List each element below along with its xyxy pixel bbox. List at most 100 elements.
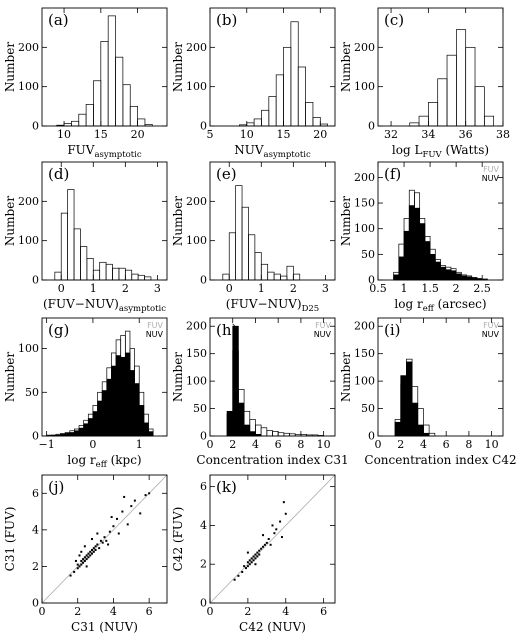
bar-g-nuv-18	[129, 370, 135, 437]
bar-e-open-2	[235, 185, 243, 281]
x-axis-label-e: (FUV−NUV)D25	[226, 297, 319, 314]
x-axis-label-unit-f: (arcsec)	[434, 297, 487, 311]
x-axis-label-main-j: C31 (NUV)	[71, 620, 138, 634]
point-j-30	[112, 525, 115, 528]
bar-c-open-3	[437, 78, 448, 127]
bar-g-nuv-9	[87, 418, 94, 437]
y-tick-label-c-0: 0	[368, 120, 375, 133]
x-axis-label-main-d: (FUV−NUV)	[43, 297, 119, 311]
x-axis-label-sub-d: asymptotic	[119, 304, 166, 314]
point-j-33	[126, 523, 129, 526]
y-axis-label-h: Number	[171, 352, 185, 402]
x-tick-label-f-2: 1.5	[421, 282, 439, 295]
point-k-19	[260, 547, 263, 550]
point-j-36	[139, 512, 142, 515]
bar-c-open-4	[446, 54, 457, 127]
y-tick-label-f-2: 100	[354, 222, 375, 235]
bar-h-fuv-6	[260, 427, 268, 437]
panel-label-f: (f)	[384, 165, 401, 183]
bar-b-open-7	[290, 21, 299, 127]
x-axis-label-main-c: log L	[392, 143, 423, 157]
bar-e-open-11	[292, 273, 301, 281]
bar-f-nuv-12	[455, 273, 462, 281]
point-k-3	[243, 565, 246, 568]
bar-c-open-5	[456, 29, 467, 127]
x-axis-label-j: C31 (NUV)	[71, 620, 138, 634]
y-tick-label-j-1: 2	[32, 560, 39, 573]
y-axis-label-c: Number	[339, 42, 353, 92]
bar-h-fuv-7	[266, 430, 273, 437]
x-tick-label-h-4: 8	[297, 438, 304, 451]
bar-e-open-10	[286, 265, 294, 281]
panel-label-h: (h)	[216, 321, 237, 339]
point-j-20	[92, 550, 95, 553]
legend-h-nuv: NUV	[314, 330, 332, 339]
point-j-28	[105, 539, 108, 542]
x-axis-label-g: log reff (kpc)	[67, 453, 141, 470]
bar-b-open-5	[275, 74, 284, 127]
point-j-1	[73, 570, 76, 573]
point-j-26	[101, 541, 104, 544]
x-tick-label-c-3: 38	[496, 128, 510, 141]
x-tick-label-a-0: 10	[57, 128, 71, 141]
point-j-42	[96, 532, 99, 535]
point-k-17	[258, 549, 261, 552]
point-k-32	[262, 534, 265, 537]
point-j-34	[130, 505, 133, 508]
bar-f-nuv-8	[434, 261, 441, 281]
bar-a-open-6	[100, 41, 109, 127]
bar-e-open-1	[228, 232, 236, 281]
bar-g-nuv-8	[83, 423, 89, 437]
bar-d-open-7	[99, 261, 107, 281]
x-tick-label-d-3: 3	[154, 282, 161, 295]
point-j-47	[83, 545, 86, 548]
x-tick-label-e-0: 0	[226, 282, 233, 295]
bar-b-open-8	[297, 66, 306, 127]
x-tick-label-h-0: 0	[207, 438, 214, 451]
bar-d-open-3	[73, 228, 81, 281]
x-tick-label-j-2: 4	[110, 605, 117, 618]
y-tick-label-i-4: 200	[354, 320, 375, 333]
bar-d-open-0	[54, 271, 62, 281]
x-axis-label-main-e: (FUV−NUV)	[226, 297, 302, 311]
bar-i-nuv-0	[394, 421, 402, 437]
panel-label-g: (g)	[48, 321, 69, 339]
plot-frame-g	[41, 317, 168, 437]
y-tick-label-h-3: 150	[186, 347, 207, 360]
point-k-34	[254, 563, 257, 566]
point-j-46	[148, 492, 151, 495]
bar-e-open-6	[260, 263, 269, 281]
y-tick-label-d-0: 0	[32, 274, 39, 287]
point-j-40	[85, 565, 88, 568]
bar-h-nuv-2	[238, 402, 245, 437]
bar-a-open-10	[129, 105, 138, 127]
point-j-31	[116, 517, 118, 520]
point-j-11	[85, 554, 88, 557]
bar-g-nuv-13	[106, 378, 112, 437]
bar-f-nuv-11	[450, 270, 457, 281]
plot-frame-k	[209, 474, 336, 604]
y-axis-label-b: Number	[171, 42, 185, 92]
x-tick-label-h-3: 6	[275, 438, 282, 451]
y-tick-label-b-2: 200	[186, 41, 207, 54]
y-tick-label-e-1: 100	[186, 234, 207, 247]
bar-g-nuv-19	[134, 383, 140, 437]
point-k-24	[269, 543, 272, 546]
x-tick-label-k-0: 0	[207, 605, 214, 618]
y-tick-label-i-2: 100	[354, 375, 375, 388]
point-k-16	[256, 555, 259, 558]
bar-e-open-5	[254, 252, 262, 281]
x-tick-label-a-1: 15	[94, 128, 108, 141]
point-j-8	[82, 561, 85, 564]
point-k-14	[254, 557, 257, 560]
y-tick-label-g-2: 100	[18, 342, 39, 355]
plot-frame-d	[41, 161, 168, 281]
y-tick-label-k-1: 2	[200, 558, 207, 571]
x-tick-label-b-1: 10	[240, 128, 254, 141]
point-k-9	[250, 557, 253, 560]
panel-label-c: (c)	[384, 11, 404, 29]
x-tick-label-k-1: 2	[244, 605, 251, 618]
point-j-48	[78, 554, 81, 557]
